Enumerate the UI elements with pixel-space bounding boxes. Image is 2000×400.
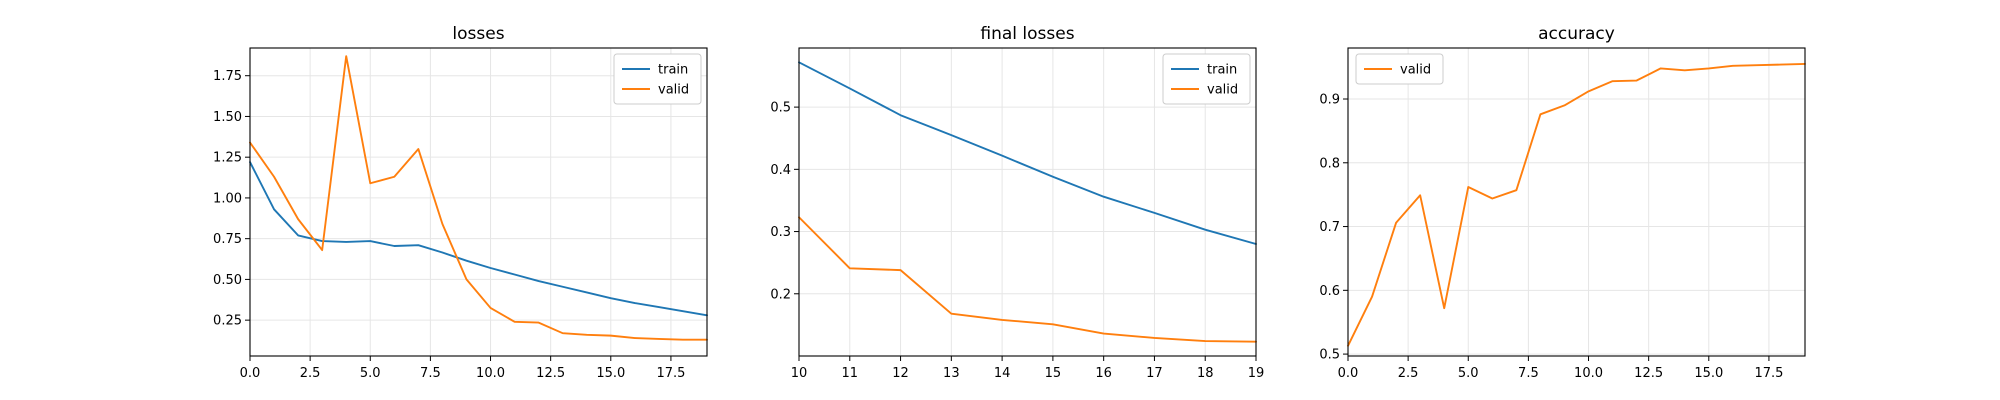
chart-panel-2: accuracy 0.0 2.5 5.0 7.5 10.0 12.5 15.0 17.5 0.5 0… <box>1319 24 1806 381</box>
x-tick-label: 11 <box>842 366 859 381</box>
x-tick-label: 0.0 <box>240 366 261 381</box>
x-tick-label: 2.5 <box>1398 366 1419 381</box>
y-tick-label: 0.6 <box>1319 284 1340 299</box>
chart-panel-0: losses 0.0 2.5 5.0 7.5 10.0 12.5 15.0 17.5 0.25 0.… <box>213 24 708 381</box>
chart-title: final losses <box>980 24 1074 44</box>
chart-title: losses <box>452 24 504 44</box>
legend-box <box>1162 53 1251 105</box>
legend-label-valid: valid <box>1400 63 1431 78</box>
y-tick-label: 0.5 <box>1319 348 1340 363</box>
chart-panel-1: final losses 10 11 12 13 14 15 16 17 18 19 0.2 0.3 0.… <box>770 24 1264 381</box>
y-tick-label: 0.8 <box>1319 156 1340 171</box>
plot-frame <box>798 47 1257 357</box>
x-tick-label: 2.5 <box>300 366 321 381</box>
y-tick-label: 1.00 <box>213 191 242 206</box>
plot-frame <box>249 47 708 357</box>
x-tick-label: 17.5 <box>656 366 685 381</box>
x-tick-label: 7.5 <box>420 366 441 381</box>
x-tick-label: 5.0 <box>360 366 381 381</box>
x-tick-label: 13 <box>943 366 960 381</box>
x-tick-label: 12 <box>892 366 909 381</box>
legend-label-valid: valid <box>658 83 689 98</box>
series-line-train <box>798 61 1257 245</box>
x-tick-label: 17 <box>1146 366 1163 381</box>
legend-label-valid: valid <box>1207 83 1238 98</box>
y-tick-label: 1.25 <box>213 151 242 166</box>
legend: valid <box>1355 53 1444 85</box>
x-tick-label: 16 <box>1095 366 1112 381</box>
x-tick-label: 10.0 <box>476 366 505 381</box>
legend: train valid <box>613 53 702 105</box>
y-tick-label: 1.50 <box>213 110 242 125</box>
x-tick-label: 0.0 <box>1338 366 1359 381</box>
x-tick-label: 15.0 <box>1694 366 1723 381</box>
x-tick-label: 10 <box>791 366 808 381</box>
y-tick-label: 0.3 <box>770 225 791 240</box>
series-line-valid <box>1347 62 1806 347</box>
x-tick-label: 14 <box>994 366 1011 381</box>
chart-title: accuracy <box>1538 24 1615 44</box>
y-tick-label: 0.50 <box>213 273 242 288</box>
x-tick-label: 19 <box>1248 366 1265 381</box>
y-tick-label: 0.5 <box>770 101 791 116</box>
plot-frame <box>1347 47 1806 357</box>
x-tick-label: 18 <box>1197 366 1214 381</box>
y-tick-label: 0.75 <box>213 232 242 247</box>
y-tick-label: 1.75 <box>213 69 242 84</box>
series-line-valid <box>798 216 1257 343</box>
x-tick-label: 10.0 <box>1574 366 1603 381</box>
x-tick-label: 12.5 <box>536 366 565 381</box>
series-line-train <box>249 161 708 317</box>
x-tick-label: 5.0 <box>1458 366 1479 381</box>
y-tick-label: 0.25 <box>213 314 242 329</box>
y-tick-label: 0.9 <box>1319 93 1340 108</box>
legend: train valid <box>1162 53 1251 105</box>
y-tick-label: 0.2 <box>770 287 791 302</box>
y-tick-label: 0.4 <box>770 163 791 178</box>
x-tick-label: 7.5 <box>1518 366 1539 381</box>
series-line-valid <box>249 55 708 341</box>
x-tick-label: 17.5 <box>1754 366 1783 381</box>
legend-label-train: train <box>1207 63 1237 78</box>
legend-box <box>613 53 702 105</box>
legend-box <box>1355 53 1444 85</box>
legend-label-train: train <box>658 63 688 78</box>
x-tick-label: 15.0 <box>596 366 625 381</box>
y-tick-label: 0.7 <box>1319 220 1340 235</box>
x-tick-label: 12.5 <box>1634 366 1663 381</box>
x-tick-label: 15 <box>1045 366 1062 381</box>
